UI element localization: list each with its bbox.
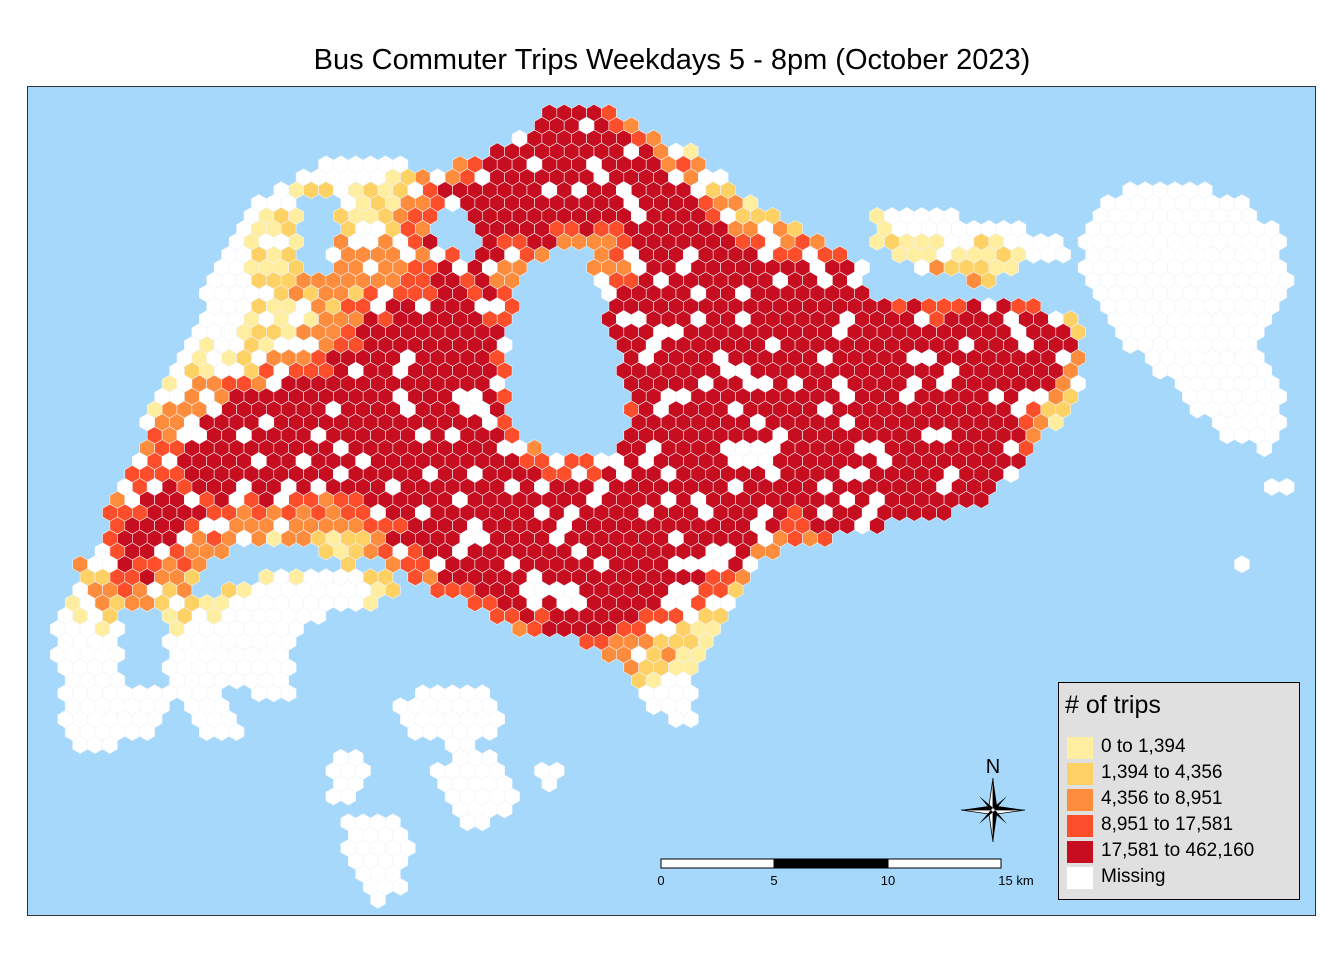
hex-cell [1234,555,1250,574]
legend-item: 0 to 1,394 [1067,735,1295,761]
hex-cell [980,271,997,290]
hex-cell [1264,477,1280,496]
hex-cell [764,542,781,561]
legend-label: 0 to 1,394 [1101,736,1186,757]
legend-swatch [1067,763,1093,785]
legend-item: 4,356 to 8,951 [1067,787,1295,813]
hexagon-layer [49,103,1295,909]
hex-cell [496,800,513,819]
legend-item: 1,394 to 4,356 [1067,761,1295,787]
map-title: Bus Commuter Trips Weekdays 5 - 8pm (Oct… [313,44,1031,76]
scale-tick-5: 5 [770,873,778,888]
hex-cell [474,813,491,832]
hex-cell [370,890,386,909]
hex-cell [936,503,952,522]
legend-label: Missing [1101,866,1166,887]
hex-cell [817,529,833,548]
hex-cell [1048,413,1064,432]
scale-segment-1 [660,858,775,869]
hex-cell [973,490,990,509]
hex-cell [385,581,401,600]
legend-swatch [1067,737,1093,759]
hex-cell [481,723,498,741]
hex-cell [340,787,357,806]
legend-box: # of trips 0 to 1,394 1,394 to 4,356 4,3… [1058,682,1300,900]
north-arrow: N [955,756,1031,846]
hex-cell [139,723,155,741]
legend-item: 8,951 to 17,581 [1067,813,1295,839]
scale-tick-0: 0 [657,873,665,888]
hex-cell [228,723,245,741]
legend-label: 4,356 to 8,951 [1101,788,1223,809]
map-panel[interactable] [27,86,1316,916]
legend-item: Missing [1067,865,1295,891]
scale-segment-2 [773,858,889,869]
hex-cell [310,606,327,625]
hex-cell [102,735,118,754]
hexbin-map[interactable] [28,87,1316,916]
scale-tick-15: 15 km [998,873,1034,888]
scale-tick-10: 10 [880,873,896,888]
legend-swatch [1067,867,1093,889]
hex-cell [1003,465,1019,483]
hex-cell [392,877,409,896]
legend-swatch [1067,789,1093,811]
scale-segment-3 [887,858,1002,869]
legend-swatch [1067,815,1093,837]
hex-cell [280,684,297,703]
hex-cell [1278,477,1295,496]
hex-cell [362,594,379,612]
scale-bar-graphic [660,858,1002,869]
hex-cell [1003,258,1019,277]
hex-cell [1256,439,1273,458]
legend-swatch [1067,841,1093,863]
hex-cell [534,245,550,264]
north-letter: N [985,756,1001,778]
compass-rose-icon [960,777,1026,843]
hex-cell [1055,245,1071,264]
hex-cell [541,774,558,793]
legend-label: 1,394 to 4,356 [1101,762,1223,783]
legend-item: 17,581 to 462,160 [1067,839,1295,865]
scale-bar: 0 5 10 15 km [650,855,1050,895]
legend-label: 8,951 to 17,581 [1101,814,1234,835]
legend-title: # of trips [1065,691,1161,719]
hex-cell [869,516,885,535]
hex-cell [213,542,230,561]
hex-cell [683,710,699,729]
legend-label: 17,581 to 462,160 [1101,840,1255,861]
